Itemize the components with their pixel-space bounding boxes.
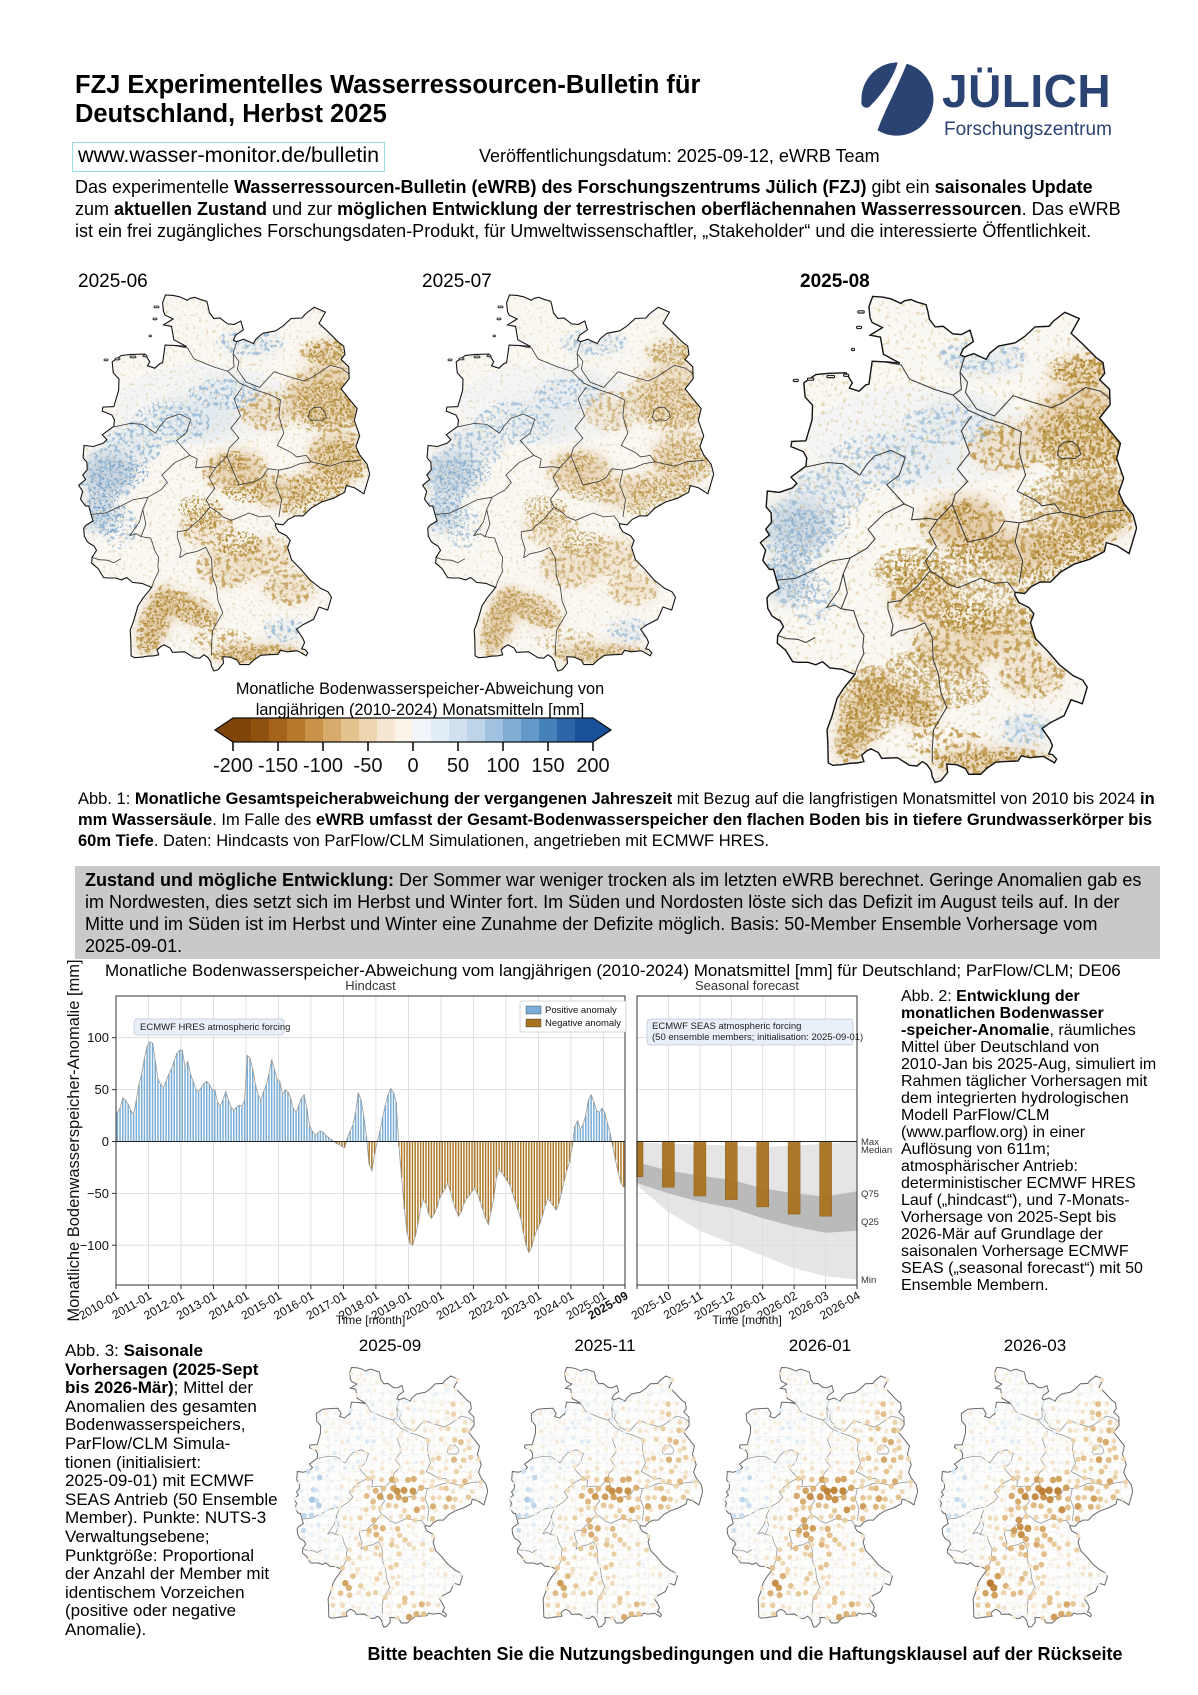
svg-text:-100: -100 xyxy=(303,755,343,777)
svg-text:Positive anomaly: Positive anomaly xyxy=(545,1005,617,1016)
svg-text:50: 50 xyxy=(447,755,469,777)
svg-text:Seasonal forecast: Seasonal forecast xyxy=(695,978,799,993)
svg-text:Time [month]: Time [month] xyxy=(336,1313,406,1327)
svg-text:Max: Max xyxy=(861,1137,879,1148)
svg-text:ECMWF SEAS atmospheric forcing: ECMWF SEAS atmospheric forcing xyxy=(652,1021,801,1032)
svg-text:200: 200 xyxy=(576,755,609,777)
svg-text:100: 100 xyxy=(87,1030,109,1045)
svg-text:(50 ensemble members; initiali: (50 ensemble members; initialisation: 20… xyxy=(652,1032,863,1043)
svg-text:-150: -150 xyxy=(258,755,298,777)
svg-text:Negative anomaly: Negative anomaly xyxy=(545,1018,621,1029)
svg-text:Q75: Q75 xyxy=(861,1189,879,1200)
svg-text:Hindcast: Hindcast xyxy=(345,978,396,993)
svg-text:0: 0 xyxy=(407,755,418,777)
svg-text:ECMWF HRES atmospheric forcing: ECMWF HRES atmospheric forcing xyxy=(140,1022,290,1033)
svg-text:Q25: Q25 xyxy=(861,1217,879,1228)
svg-text:Median: Median xyxy=(861,1145,892,1156)
svg-text:100: 100 xyxy=(486,755,519,777)
svg-text:150: 150 xyxy=(531,755,564,777)
svg-text:−50: −50 xyxy=(87,1186,109,1201)
svg-text:50: 50 xyxy=(95,1082,109,1097)
svg-text:0: 0 xyxy=(102,1134,109,1149)
svg-text:-50: -50 xyxy=(354,755,383,777)
svg-text:-200: -200 xyxy=(213,755,253,777)
svg-text:−100: −100 xyxy=(80,1238,109,1253)
svg-text:Min: Min xyxy=(861,1275,876,1286)
svg-text:Time [month]: Time [month] xyxy=(712,1313,782,1327)
svg-text:Monatliche Bodenwasserspeicher: Monatliche Bodenwasserspeicher-Anomalie … xyxy=(65,960,83,1322)
